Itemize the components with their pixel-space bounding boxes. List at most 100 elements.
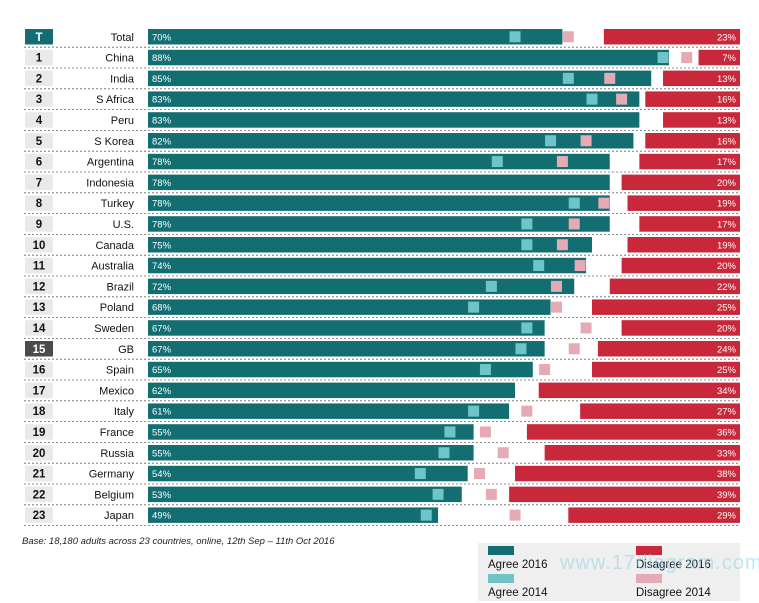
agree-2016-bar xyxy=(148,153,610,170)
legend-swatch-disagree-2014 xyxy=(636,574,662,583)
country-label: Brazil xyxy=(106,281,134,293)
disagree-2014-marker xyxy=(568,218,580,230)
agree-2016-label: 53% xyxy=(152,490,172,501)
country-label: S Korea xyxy=(94,136,135,148)
agree-2016-bar xyxy=(148,237,592,253)
legend-swatch-agree-2016 xyxy=(488,546,514,555)
country-label: Italy xyxy=(114,406,135,418)
rank-label: 17 xyxy=(33,385,46,397)
disagree-2016-bar xyxy=(621,257,740,274)
country-label: Canada xyxy=(95,240,134,252)
agree-2014-marker xyxy=(521,322,533,334)
agree-2014-marker xyxy=(432,488,444,500)
rank-box xyxy=(25,133,53,149)
agree-2016-bar xyxy=(148,70,652,87)
agree-2016-label: 78% xyxy=(152,178,172,189)
disagree-2016-bar xyxy=(663,70,740,87)
disagree-2014-marker xyxy=(485,488,497,500)
disagree-2014-marker xyxy=(474,468,486,480)
rank-box xyxy=(25,299,53,315)
disagree-2014-marker xyxy=(580,322,592,334)
agree-2014-marker xyxy=(479,364,491,376)
disagree-2014-marker xyxy=(550,280,562,292)
rank-label: 13 xyxy=(33,302,46,314)
legend-item-disagree-2016: Disagree 2016 xyxy=(636,546,711,571)
rank-box xyxy=(25,257,53,274)
country-label: Russia xyxy=(100,448,135,460)
disagree-2014-marker xyxy=(616,93,628,105)
disagree-2014-marker xyxy=(556,239,568,251)
agree-2016-label: 83% xyxy=(152,95,172,106)
rank-label: 21 xyxy=(33,469,46,481)
legend-swatch-agree-2014 xyxy=(488,574,514,583)
disagree-2016-bar xyxy=(592,299,740,315)
agree-2014-marker xyxy=(438,447,450,459)
rank-label: 16 xyxy=(33,365,46,377)
agree-2016-label: 55% xyxy=(152,427,172,438)
rank-box xyxy=(25,49,53,66)
agree-2014-marker xyxy=(491,156,503,168)
disagree-2016-label: 39% xyxy=(717,490,737,501)
rank-label: 22 xyxy=(33,489,46,501)
agree-2014-marker xyxy=(586,93,598,105)
agree-2014-marker xyxy=(515,343,527,355)
rank-label: 23 xyxy=(33,510,46,522)
footnote: Base: 18,180 adults across 23 countries,… xyxy=(22,536,335,547)
rank-label: 20 xyxy=(33,448,46,460)
country-label: Spain xyxy=(106,365,134,377)
agree-2014-marker xyxy=(568,197,580,209)
rank-label: 1 xyxy=(36,53,43,65)
disagree-2016-label: 29% xyxy=(717,511,737,522)
disagree-2016-bar xyxy=(580,403,740,419)
rank-label: 11 xyxy=(33,261,46,273)
country-label: U.S. xyxy=(113,219,134,231)
disagree-2014-marker xyxy=(497,447,509,459)
agree-2016-label: 70% xyxy=(152,32,172,43)
agree-2016-label: 78% xyxy=(152,219,172,230)
disagree-2014-marker xyxy=(598,197,610,209)
agree-2014-marker xyxy=(521,239,533,251)
rank-box xyxy=(25,29,53,45)
country-label: Australia xyxy=(91,261,135,273)
legend-label-agree-2016: Agree 2016 xyxy=(488,559,548,571)
disagree-2016-label: 19% xyxy=(717,199,737,210)
agree-2016-bar xyxy=(148,486,462,503)
rank-box xyxy=(25,361,53,378)
disagree-2016-label: 20% xyxy=(717,261,737,272)
rank-box xyxy=(25,174,53,191)
country-label: S Africa xyxy=(96,94,135,106)
agree-2016-bar xyxy=(148,278,575,295)
rank-label: 12 xyxy=(33,281,46,293)
legend-label-agree-2014: Agree 2014 xyxy=(488,587,548,599)
agree-2016-label: 55% xyxy=(152,448,172,459)
disagree-2016-label: 20% xyxy=(717,323,737,334)
disagree-2016-label: 36% xyxy=(717,427,737,438)
agree-2016-bar xyxy=(148,133,634,149)
disagree-2016-bar xyxy=(592,361,740,378)
country-label: Poland xyxy=(100,302,134,314)
disagree-2016-bar xyxy=(645,91,740,107)
agree-2016-bar xyxy=(148,91,640,107)
agree-2016-label: 75% xyxy=(152,240,172,251)
agree-2014-marker xyxy=(509,31,521,43)
disagree-2016-bar xyxy=(627,237,740,253)
disagree-2016-label: 16% xyxy=(717,136,737,147)
legend-swatch-disagree-2016 xyxy=(636,546,662,555)
rank-box xyxy=(25,70,53,87)
country-label: Argentina xyxy=(87,157,135,169)
disagree-2016-label: 25% xyxy=(717,365,737,376)
rank-box xyxy=(25,382,53,399)
agree-2016-bar xyxy=(148,216,610,232)
disagree-2014-marker xyxy=(604,72,616,84)
disagree-2016-bar xyxy=(526,424,740,440)
agree-2016-bar xyxy=(148,49,669,66)
disagree-2016-bar xyxy=(509,486,740,503)
country-label: Germany xyxy=(89,469,135,481)
agree-2016-label: 49% xyxy=(152,511,172,522)
disagree-2016-label: 16% xyxy=(717,95,737,106)
disagree-2016-label: 13% xyxy=(717,74,737,85)
agree-2014-marker xyxy=(468,301,480,313)
rank-label: T xyxy=(35,32,42,44)
disagree-2016-label: 23% xyxy=(717,32,737,43)
